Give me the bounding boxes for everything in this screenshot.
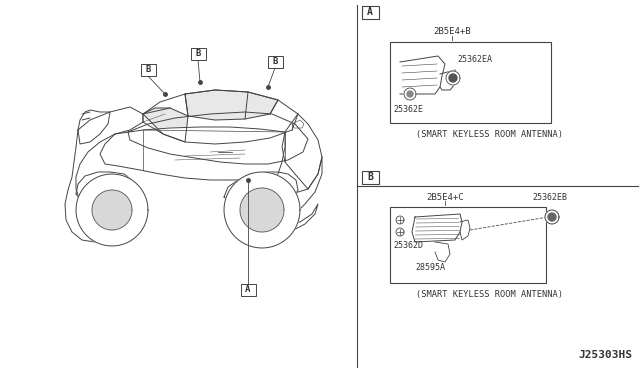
Polygon shape — [92, 190, 132, 230]
Text: J25303HS: J25303HS — [578, 350, 632, 360]
Polygon shape — [396, 228, 404, 236]
FancyBboxPatch shape — [390, 42, 550, 122]
FancyBboxPatch shape — [362, 170, 378, 183]
Polygon shape — [258, 226, 278, 234]
FancyBboxPatch shape — [191, 48, 205, 60]
Text: 2B5E4+B: 2B5E4+B — [433, 28, 471, 36]
Text: 25362EA: 25362EA — [457, 55, 492, 64]
Polygon shape — [400, 56, 445, 94]
Polygon shape — [404, 88, 416, 100]
Polygon shape — [224, 172, 300, 248]
Polygon shape — [100, 127, 285, 180]
Text: 2B5E4+C: 2B5E4+C — [426, 192, 464, 202]
Text: A: A — [367, 7, 373, 17]
Polygon shape — [240, 188, 284, 232]
Text: 28595A: 28595A — [415, 263, 445, 272]
Polygon shape — [65, 107, 143, 242]
Text: B: B — [195, 49, 201, 58]
FancyBboxPatch shape — [268, 56, 282, 68]
Polygon shape — [545, 210, 559, 224]
Text: 25362D: 25362D — [393, 241, 423, 250]
Polygon shape — [143, 108, 188, 142]
Polygon shape — [128, 112, 308, 164]
Polygon shape — [449, 74, 457, 82]
Text: (SMART KEYLESS ROOM ANTENNA): (SMART KEYLESS ROOM ANTENNA) — [417, 129, 563, 138]
FancyBboxPatch shape — [141, 64, 156, 76]
Polygon shape — [440, 70, 458, 90]
Polygon shape — [224, 172, 298, 210]
Polygon shape — [292, 120, 304, 128]
Text: B: B — [145, 65, 150, 74]
FancyBboxPatch shape — [362, 6, 378, 19]
Polygon shape — [143, 90, 298, 144]
Text: 25362EB: 25362EB — [532, 192, 568, 202]
Polygon shape — [412, 214, 462, 242]
Polygon shape — [76, 174, 148, 246]
Polygon shape — [78, 110, 110, 144]
Polygon shape — [235, 157, 322, 222]
Polygon shape — [407, 91, 413, 97]
Text: (SMART KEYLESS ROOM ANTENNA): (SMART KEYLESS ROOM ANTENNA) — [417, 289, 563, 298]
Text: B: B — [367, 172, 373, 182]
Polygon shape — [435, 242, 450, 262]
Text: 25362E: 25362E — [393, 105, 423, 113]
Text: B: B — [272, 58, 278, 67]
Polygon shape — [250, 204, 318, 234]
Polygon shape — [396, 216, 404, 224]
FancyBboxPatch shape — [241, 284, 255, 296]
Polygon shape — [460, 220, 470, 240]
Polygon shape — [282, 114, 322, 189]
Polygon shape — [548, 213, 556, 221]
Polygon shape — [185, 90, 278, 120]
FancyBboxPatch shape — [390, 206, 545, 282]
Polygon shape — [446, 71, 460, 85]
Polygon shape — [76, 172, 135, 210]
Text: A: A — [245, 285, 251, 295]
